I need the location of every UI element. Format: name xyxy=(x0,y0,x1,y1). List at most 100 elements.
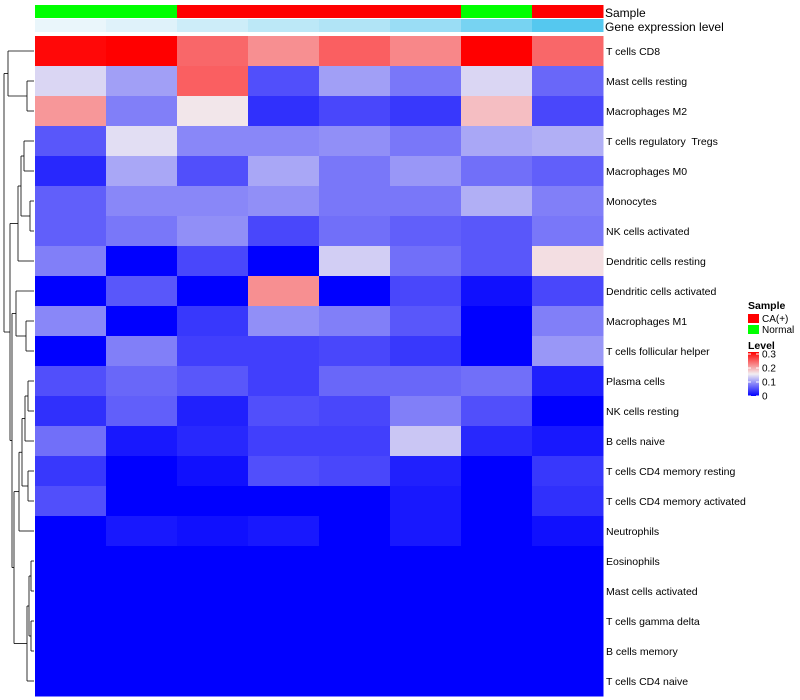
heatmap-cell xyxy=(532,96,604,127)
heatmap-cell xyxy=(319,186,391,217)
row-label: T cells CD4 memory activated xyxy=(606,496,746,508)
heatmap-cell xyxy=(177,126,249,157)
heatmap-cell xyxy=(532,306,604,337)
heatmap-cell xyxy=(319,366,391,397)
sample-annotation-cell xyxy=(461,5,533,18)
heatmap-cell xyxy=(177,336,249,367)
legend-label-normal: Normal xyxy=(762,325,794,336)
heatmap-cell xyxy=(390,306,462,337)
heatmap-cell xyxy=(390,186,462,217)
heatmap-cell xyxy=(532,486,604,517)
legend-level: Level 0.3 0.2 0.1 0 xyxy=(748,340,776,403)
heatmap-cell xyxy=(35,486,107,517)
heatmap-cell xyxy=(461,246,533,277)
heatmap-cell xyxy=(106,306,178,337)
row-label: Plasma cells xyxy=(606,376,665,388)
heatmap-cell xyxy=(532,426,604,457)
heatmap-cell xyxy=(390,426,462,457)
heatmap-cell xyxy=(35,456,107,487)
heatmap-cell xyxy=(35,666,107,697)
heatmap-cell xyxy=(532,336,604,367)
heatmap-cell xyxy=(390,636,462,667)
heatmap-cell xyxy=(106,216,178,247)
heatmap-cell xyxy=(390,396,462,427)
heatmap-cell xyxy=(319,36,391,67)
row-label: B cells memory xyxy=(606,646,679,658)
heatmap-cell xyxy=(248,306,320,337)
legend-level-title: Level xyxy=(748,340,775,352)
heatmap-cell xyxy=(35,366,107,397)
heatmap-cell xyxy=(106,156,178,187)
heatmap-cell xyxy=(106,606,178,637)
sample-annotation-cell xyxy=(35,5,107,18)
heatmap-cell xyxy=(177,276,249,307)
heatmap-cell xyxy=(461,336,533,367)
heatmap-cell xyxy=(461,516,533,547)
heatmap-cell xyxy=(35,156,107,187)
gene-expression-annotation-cell xyxy=(106,19,178,32)
heatmap-cell xyxy=(248,186,320,217)
row-label: Neutrophils xyxy=(606,526,659,538)
heatmap-cell xyxy=(390,546,462,577)
row-label: T cells CD4 naive xyxy=(606,676,688,688)
heatmap-cells xyxy=(35,36,604,697)
heatmap-cell xyxy=(106,366,178,397)
heatmap-cell xyxy=(461,366,533,397)
heatmap-cell xyxy=(106,666,178,697)
heatmap-cell xyxy=(461,486,533,517)
heatmap-cell xyxy=(177,156,249,187)
sample-annotation-cell xyxy=(177,5,249,18)
heatmap-cell xyxy=(390,516,462,547)
heatmap-cell xyxy=(390,336,462,367)
heatmap-cell xyxy=(177,186,249,217)
row-label: NK cells activated xyxy=(606,226,690,238)
heatmap-cell xyxy=(35,606,107,637)
gene-expression-annotation-cell xyxy=(390,19,462,32)
heatmap-cell xyxy=(106,336,178,367)
heatmap-cell xyxy=(390,366,462,397)
gene-expression-annotation-cell xyxy=(532,19,604,32)
heatmap-cell xyxy=(461,666,533,697)
heatmap-cell xyxy=(390,126,462,157)
heatmap-cell xyxy=(106,66,178,97)
sample-annotation-cell xyxy=(319,5,391,18)
row-label: Mast cells resting xyxy=(606,76,687,88)
heatmap-cell xyxy=(319,216,391,247)
heatmap-cell xyxy=(106,126,178,157)
heatmap-cell xyxy=(106,576,178,607)
heatmap-cell xyxy=(177,666,249,697)
heatmap-cell xyxy=(177,306,249,337)
heatmap-cell xyxy=(248,516,320,547)
heatmap-cell xyxy=(248,546,320,577)
heatmap-cell xyxy=(319,396,391,427)
sample-annotation-cell xyxy=(248,5,320,18)
heatmap-cell xyxy=(106,486,178,517)
heatmap-cell xyxy=(461,396,533,427)
heatmap-cell xyxy=(532,576,604,607)
legend-level-tick-label: 0.3 xyxy=(762,350,776,361)
heatmap-cell xyxy=(106,516,178,547)
heatmap-cell xyxy=(106,276,178,307)
heatmap-cell xyxy=(390,96,462,127)
heatmap-cell xyxy=(461,306,533,337)
heatmap-cell xyxy=(35,546,107,577)
heatmap-cell xyxy=(390,576,462,607)
heatmap-cell xyxy=(248,216,320,247)
row-label: T cells follicular helper xyxy=(606,346,710,358)
legend-sample-title: Sample xyxy=(748,300,786,312)
heatmap-cell xyxy=(390,666,462,697)
heatmap-cell xyxy=(106,456,178,487)
legend-level-tick-label: 0 xyxy=(762,392,768,403)
heatmap-cell xyxy=(248,486,320,517)
legend-level-colorbar xyxy=(748,352,759,396)
heatmap-cell xyxy=(461,216,533,247)
heatmap-cell xyxy=(461,36,533,67)
row-label: T cells gamma delta xyxy=(606,616,700,628)
heatmap-cell xyxy=(319,276,391,307)
heatmap-cell xyxy=(248,666,320,697)
heatmap-cell xyxy=(248,336,320,367)
heatmap-cell xyxy=(177,606,249,637)
heatmap-cell xyxy=(532,396,604,427)
heatmap-cell xyxy=(319,576,391,607)
